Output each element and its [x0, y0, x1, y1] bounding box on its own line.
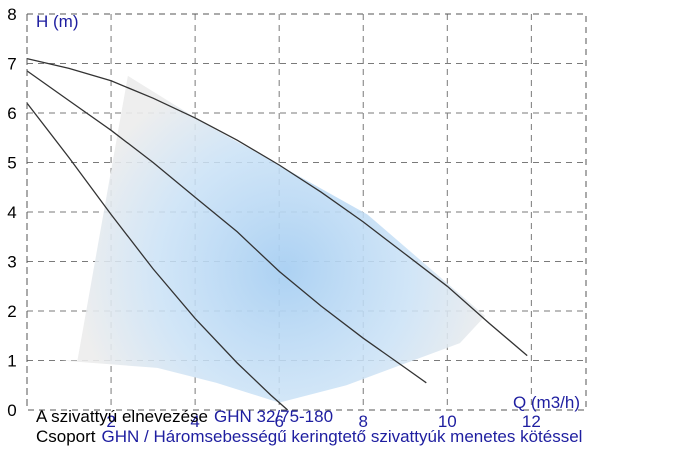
operating-area — [60, 75, 486, 403]
pump-name-value: GHN 32/75-180 — [213, 407, 334, 426]
group-row: Csoport GHN / Háromsebességű keringtető s… — [36, 427, 582, 447]
x-axis-title: Q (m3/h) — [513, 393, 580, 412]
pump-name-label: A szivattyú elnevezése — [36, 407, 208, 426]
pump-curve-1 — [26, 102, 289, 411]
group-label: Csoport — [36, 427, 96, 446]
y-tick-label-4: 4 — [7, 203, 16, 222]
x-tick-label-1: 2 — [106, 412, 115, 431]
y-axis-title: H (m) — [36, 12, 78, 31]
x-tick-label-5: 10 — [438, 412, 457, 431]
group-value: GHN / Háromsebességű keringtető szivatty… — [101, 427, 583, 446]
y-tick-label-2: 2 — [7, 302, 16, 321]
plot-frame — [26, 13, 587, 411]
y-tick-label-0: 0 — [7, 401, 16, 420]
y-tick-label-3: 3 — [7, 253, 16, 272]
curves — [26, 57, 528, 411]
y-tick-label-1: 1 — [7, 352, 16, 371]
pump-name-row: A szivattyú elnevezése GHN 32/75-180 — [36, 407, 333, 427]
pump-curve-2 — [26, 70, 427, 384]
axis-titles: H (m) Q (m3/h) — [36, 12, 580, 412]
x-tick-label-4: 8 — [359, 412, 368, 431]
x-tick-label-2: 4 — [190, 412, 199, 431]
x-tick-label-3: 6 — [274, 412, 283, 431]
x-tick-label-6: 12 — [522, 412, 541, 431]
y-tick-label-7: 7 — [7, 55, 16, 74]
operating-area-shape — [60, 75, 486, 403]
y-tick-label-6: 6 — [7, 104, 16, 123]
y-tick-label-8: 8 — [7, 5, 16, 24]
plot-border — [26, 13, 587, 411]
pump-curve-3 — [26, 57, 528, 357]
y-tick-label-5: 5 — [7, 154, 16, 173]
